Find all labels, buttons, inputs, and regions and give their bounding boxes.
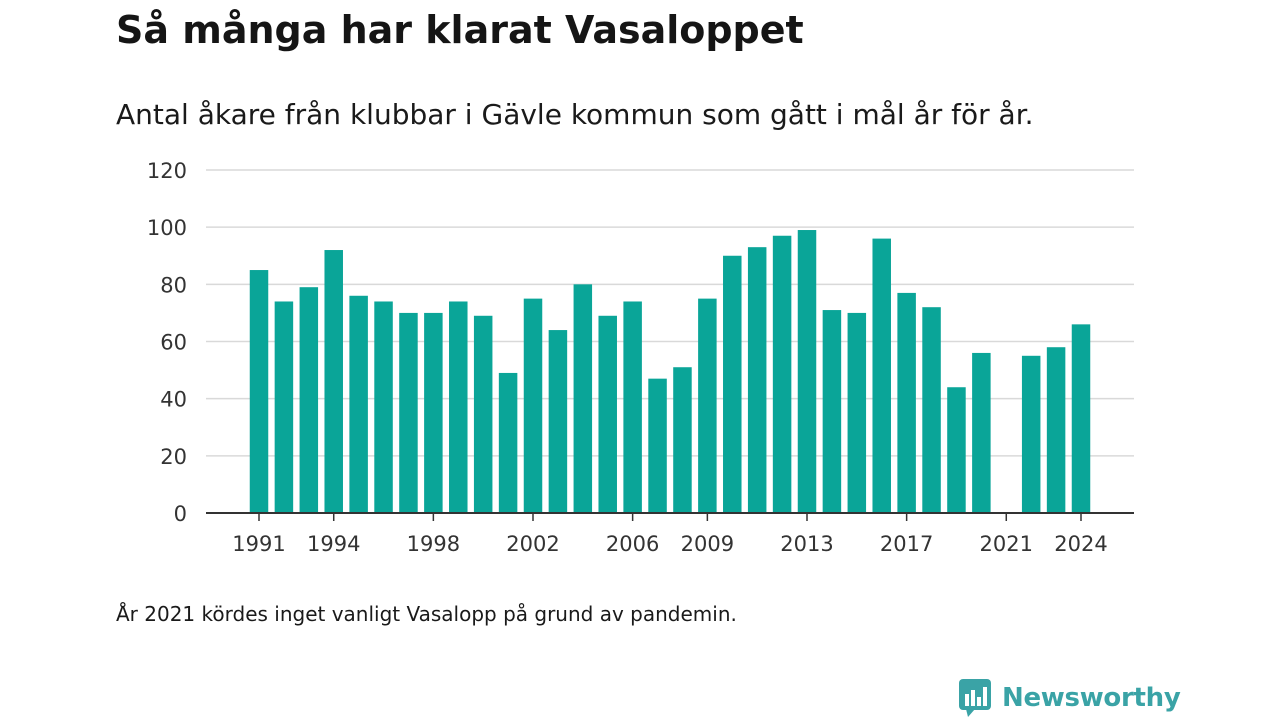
bar-1993 <box>299 287 319 513</box>
y-tick-label: 80 <box>160 273 187 297</box>
chart-title: Så många har klarat Vasaloppet <box>116 8 804 52</box>
bar-2023 <box>1046 347 1066 513</box>
bar-2000 <box>473 315 493 513</box>
x-tick-label: 2002 <box>506 532 559 556</box>
bar-2017 <box>897 292 916 513</box>
bar-2022 <box>1021 355 1041 513</box>
bar-2005 <box>598 315 617 513</box>
bar-chart: 0 20 40 60 80 100 120 1991 1994 1998 2002 2006 2009… <box>147 159 1134 556</box>
x-axis-ticks: 1991 1994 1998 2002 2006 2009 2013 2017 2021 2024 <box>232 513 1108 556</box>
bar-1999 <box>449 301 468 513</box>
bar-1992 <box>274 301 294 513</box>
bar-2008 <box>673 367 692 513</box>
x-tick-label: 1998 <box>407 532 460 556</box>
bar-2007 <box>648 378 667 513</box>
bar-2011 <box>747 247 767 514</box>
bar-2009 <box>698 298 717 513</box>
bar-2015 <box>847 312 867 513</box>
y-axis-ticks: 0 20 40 60 80 100 120 <box>147 159 187 526</box>
brand-logo: Newsworthy <box>958 678 1181 718</box>
y-tick-label: 60 <box>160 331 187 355</box>
y-tick-label: 100 <box>147 216 187 240</box>
x-tick-label: 1991 <box>232 532 285 556</box>
x-tick-label: 2017 <box>880 532 933 556</box>
bar-2012 <box>772 235 792 513</box>
x-tick-label: 2013 <box>780 532 833 556</box>
bar-2019 <box>947 387 966 513</box>
bar-2013 <box>797 230 817 513</box>
bar-2014 <box>822 310 842 513</box>
bar-1998 <box>424 312 443 513</box>
y-tick-label: 0 <box>174 502 187 526</box>
x-tick-label: 2021 <box>980 532 1033 556</box>
bar-2010 <box>723 255 742 513</box>
x-tick-label: 2009 <box>681 532 734 556</box>
bar-2020 <box>972 352 991 513</box>
bar-1997 <box>399 312 418 513</box>
grid-lines <box>206 169 1134 457</box>
brand-name: Newsworthy <box>1002 683 1181 713</box>
y-tick-label: 20 <box>160 445 187 469</box>
bar-2001 <box>498 372 518 513</box>
bar-2003 <box>548 330 568 513</box>
bar-1995 <box>349 295 368 513</box>
bar-1996 <box>374 301 393 513</box>
newsworthy-logo-icon <box>959 679 991 717</box>
bar-2016 <box>872 238 891 513</box>
footnote: År 2021 kördes inget vanligt Vasalopp på… <box>116 602 737 626</box>
bar-1994 <box>324 250 343 514</box>
bar-2018 <box>922 307 941 513</box>
x-tick-label: 2006 <box>606 532 659 556</box>
bar-2024 <box>1071 324 1091 513</box>
y-tick-label: 120 <box>147 159 187 183</box>
x-tick-label: 1994 <box>307 532 360 556</box>
bar-1991 <box>249 270 269 513</box>
bar-2002 <box>523 298 543 513</box>
chart-subtitle: Antal åkare från klubbar i Gävle kommun … <box>116 98 1034 131</box>
y-tick-label: 40 <box>160 388 187 412</box>
x-tick-label: 2024 <box>1054 532 1107 556</box>
bar-2004 <box>573 284 593 513</box>
bars <box>249 230 1091 514</box>
bar-2006 <box>623 301 642 513</box>
